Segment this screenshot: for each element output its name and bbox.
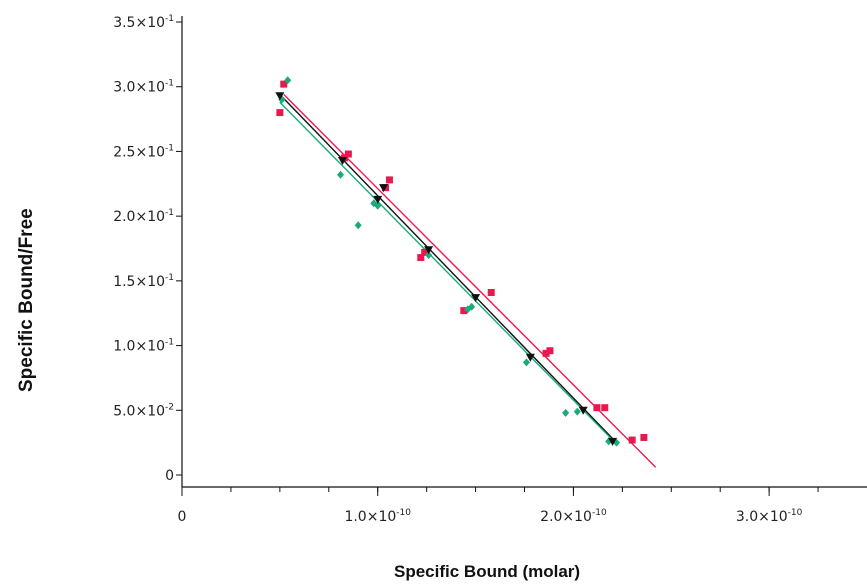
data-point-triangle [578,406,588,415]
y-tick-label: 5.0×10-2 [113,402,174,419]
y-tick-label: 1.0×10-1 [113,338,174,355]
data-point-triangle [608,437,618,446]
data-point-diamond [562,408,570,417]
data-points [275,76,648,447]
data-point-square [628,436,636,444]
data-point-diamond [337,170,345,179]
data-point-square [460,307,468,315]
y-tick-label: 1.5×10-1 [113,273,174,290]
data-point-triangle [373,195,383,204]
data-point-diamond [284,76,292,85]
data-point-diamond [522,358,530,367]
data-point-square [421,248,429,256]
data-point-square [542,349,550,357]
data-point-square [385,176,393,184]
data-point-square [344,150,352,158]
y-tick-label: 2.0×10-1 [113,208,174,225]
data-point-diamond [573,407,581,416]
y-tick-label: 2.5×10-1 [113,143,174,160]
data-point-square [546,347,554,355]
data-point-triangle [525,353,535,362]
data-point-square [593,404,601,412]
data-point-square [280,80,288,88]
data-point-square [601,404,609,412]
y-tick-label: 3.5×10-1 [113,14,174,31]
y-tick-label: 3.0×10-1 [113,79,174,96]
x-tick-label: 3.0×10-10 [736,508,803,525]
data-point-diamond [425,250,433,259]
x-tick-label: 1.0×10-10 [344,508,411,525]
ticks: 0 5.0×10-2 1.0×10-1 1.5×10-1 2.0×10-1 2.5×10-… [113,14,819,525]
data-point-square [640,433,648,441]
y-tick-label: 0 [165,468,174,484]
data-point-triangle [379,184,389,193]
x-tick-label: 0 [178,509,187,525]
fit-line-2 [279,93,617,444]
y-axis-label: Specific Bound/Free [16,208,37,392]
data-point-square [487,289,495,297]
data-point-diamond [468,302,476,311]
data-point-diamond [374,201,382,210]
data-point-triangle [471,294,481,303]
data-point-square [417,254,425,262]
x-tick-label: 2.0×10-10 [540,508,607,525]
data-point-triangle [275,92,285,101]
x-axis-label: Specific Bound (molar) [394,562,581,581]
fit-line-3 [279,101,617,445]
fit-lines [279,93,657,468]
data-point-triangle [424,246,434,255]
data-point-triangle [337,156,347,165]
data-point-square [276,109,284,117]
fit-line-1 [283,93,657,468]
data-point-diamond [354,221,362,230]
